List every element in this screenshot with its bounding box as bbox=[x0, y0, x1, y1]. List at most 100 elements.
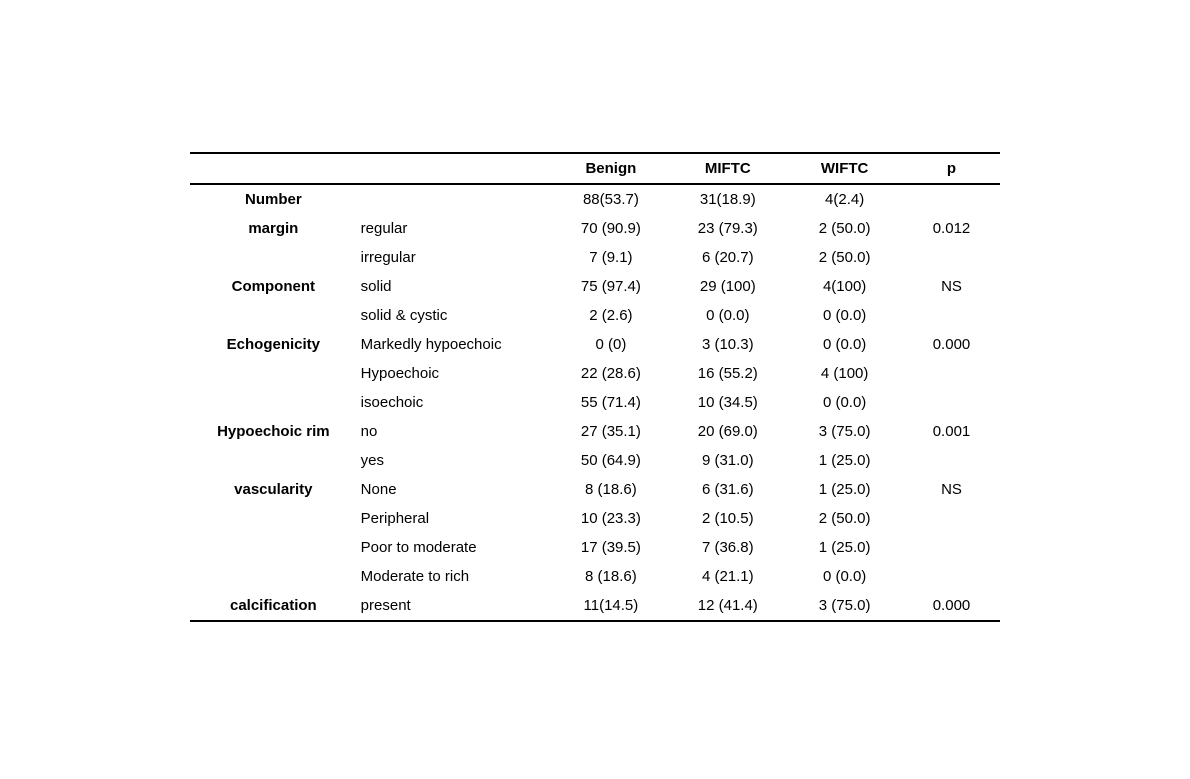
miftc-cell: 20 (69.0) bbox=[669, 417, 786, 446]
table-row: Hypoechoic22 (28.6)16 (55.2)4 (100) bbox=[190, 359, 1000, 388]
table-row: Componentsolid75 (97.4)29 (100)4(100)NS bbox=[190, 272, 1000, 301]
subcategory-cell: present bbox=[357, 591, 553, 621]
wiftc-cell: 0 (0.0) bbox=[786, 330, 903, 359]
benign-cell: 50 (64.9) bbox=[552, 446, 669, 475]
benign-cell: 55 (71.4) bbox=[552, 388, 669, 417]
table-row: Number 88(53.7)31(18.9)4(2.4) bbox=[190, 184, 1000, 214]
wiftc-cell: 0 (0.0) bbox=[786, 562, 903, 591]
miftc-cell: 9 (31.0) bbox=[669, 446, 786, 475]
miftc-cell: 6 (31.6) bbox=[669, 475, 786, 504]
category-cell: Echogenicity bbox=[190, 330, 357, 359]
table: Benign MIFTC WIFTC p Number 88(53.7)31(18… bbox=[190, 152, 1000, 622]
p-cell bbox=[903, 388, 1000, 417]
miftc-cell: 4 (21.1) bbox=[669, 562, 786, 591]
category-cell bbox=[190, 359, 357, 388]
wiftc-cell: 1 (25.0) bbox=[786, 475, 903, 504]
table-row: Peripheral10 (23.3)2 (10.5)2 (50.0) bbox=[190, 504, 1000, 533]
table-row: Poor to moderate17 (39.5)7 (36.8)1 (25.0… bbox=[190, 533, 1000, 562]
wiftc-cell: 1 (25.0) bbox=[786, 446, 903, 475]
p-cell: NS bbox=[903, 475, 1000, 504]
header-miftc: MIFTC bbox=[669, 153, 786, 184]
category-cell bbox=[190, 562, 357, 591]
subcategory-cell: Peripheral bbox=[357, 504, 553, 533]
p-cell: 0.012 bbox=[903, 214, 1000, 243]
table-head: Benign MIFTC WIFTC p bbox=[190, 153, 1000, 184]
subcategory-cell: Poor to moderate bbox=[357, 533, 553, 562]
category-cell bbox=[190, 388, 357, 417]
table-row: yes50 (64.9)9 (31.0)1 (25.0) bbox=[190, 446, 1000, 475]
miftc-cell: 23 (79.3) bbox=[669, 214, 786, 243]
p-cell bbox=[903, 301, 1000, 330]
wiftc-cell: 3 (75.0) bbox=[786, 591, 903, 621]
category-cell: margin bbox=[190, 214, 357, 243]
p-cell: 0.000 bbox=[903, 591, 1000, 621]
miftc-cell: 7 (36.8) bbox=[669, 533, 786, 562]
wiftc-cell: 1 (25.0) bbox=[786, 533, 903, 562]
header-p: p bbox=[903, 153, 1000, 184]
table-row: irregular7 (9.1)6 (20.7)2 (50.0) bbox=[190, 243, 1000, 272]
benign-cell: 8 (18.6) bbox=[552, 475, 669, 504]
benign-cell: 0 (0) bbox=[552, 330, 669, 359]
wiftc-cell: 2 (50.0) bbox=[786, 504, 903, 533]
benign-cell: 17 (39.5) bbox=[552, 533, 669, 562]
subcategory-cell: isoechoic bbox=[357, 388, 553, 417]
subcategory-cell: Moderate to rich bbox=[357, 562, 553, 591]
benign-cell: 8 (18.6) bbox=[552, 562, 669, 591]
benign-cell: 11(14.5) bbox=[552, 591, 669, 621]
benign-cell: 27 (35.1) bbox=[552, 417, 669, 446]
benign-cell: 2 (2.6) bbox=[552, 301, 669, 330]
category-cell bbox=[190, 446, 357, 475]
wiftc-cell: 2 (50.0) bbox=[786, 214, 903, 243]
subcategory-cell: None bbox=[357, 475, 553, 504]
subcategory-cell: regular bbox=[357, 214, 553, 243]
miftc-cell: 12 (41.4) bbox=[669, 591, 786, 621]
category-cell: Component bbox=[190, 272, 357, 301]
category-cell: vascularity bbox=[190, 475, 357, 504]
category-cell: Number bbox=[190, 184, 357, 214]
wiftc-cell: 4(2.4) bbox=[786, 184, 903, 214]
benign-cell: 7 (9.1) bbox=[552, 243, 669, 272]
wiftc-cell: 2 (50.0) bbox=[786, 243, 903, 272]
category-cell: calcification bbox=[190, 591, 357, 621]
miftc-cell: 10 (34.5) bbox=[669, 388, 786, 417]
subcategory-cell: solid & cystic bbox=[357, 301, 553, 330]
category-cell bbox=[190, 301, 357, 330]
table-row: EchogenicityMarkedly hypoechoic0 (0)3 (1… bbox=[190, 330, 1000, 359]
benign-cell: 70 (90.9) bbox=[552, 214, 669, 243]
wiftc-cell: 4(100) bbox=[786, 272, 903, 301]
benign-cell: 88(53.7) bbox=[552, 184, 669, 214]
wiftc-cell: 0 (0.0) bbox=[786, 301, 903, 330]
p-cell: NS bbox=[903, 272, 1000, 301]
p-cell bbox=[903, 562, 1000, 591]
p-cell: 0.000 bbox=[903, 330, 1000, 359]
miftc-cell: 2 (10.5) bbox=[669, 504, 786, 533]
table-row: calcificationpresent11(14.5)12 (41.4)3 (… bbox=[190, 591, 1000, 621]
miftc-cell: 29 (100) bbox=[669, 272, 786, 301]
subcategory-cell: yes bbox=[357, 446, 553, 475]
subcategory-cell: irregular bbox=[357, 243, 553, 272]
table-row: marginregular70 (90.9)23 (79.3)2 (50.0)0… bbox=[190, 214, 1000, 243]
miftc-cell: 3 (10.3) bbox=[669, 330, 786, 359]
category-cell bbox=[190, 533, 357, 562]
p-cell bbox=[903, 504, 1000, 533]
header-blank-1 bbox=[190, 153, 357, 184]
category-cell: Hypoechoic rim bbox=[190, 417, 357, 446]
benign-cell: 10 (23.3) bbox=[552, 504, 669, 533]
miftc-cell: 16 (55.2) bbox=[669, 359, 786, 388]
header-benign: Benign bbox=[552, 153, 669, 184]
category-cell bbox=[190, 504, 357, 533]
p-cell bbox=[903, 184, 1000, 214]
p-cell: 0.001 bbox=[903, 417, 1000, 446]
miftc-cell: 6 (20.7) bbox=[669, 243, 786, 272]
wiftc-cell: 3 (75.0) bbox=[786, 417, 903, 446]
p-cell bbox=[903, 359, 1000, 388]
miftc-cell: 31(18.9) bbox=[669, 184, 786, 214]
p-cell bbox=[903, 533, 1000, 562]
category-cell bbox=[190, 243, 357, 272]
table-row: Hypoechoic rimno27 (35.1)20 (69.0)3 (75.… bbox=[190, 417, 1000, 446]
header-blank-2 bbox=[357, 153, 553, 184]
subcategory-cell bbox=[357, 184, 553, 214]
p-cell bbox=[903, 446, 1000, 475]
p-cell bbox=[903, 243, 1000, 272]
table-row: isoechoic55 (71.4)10 (34.5)0 (0.0) bbox=[190, 388, 1000, 417]
